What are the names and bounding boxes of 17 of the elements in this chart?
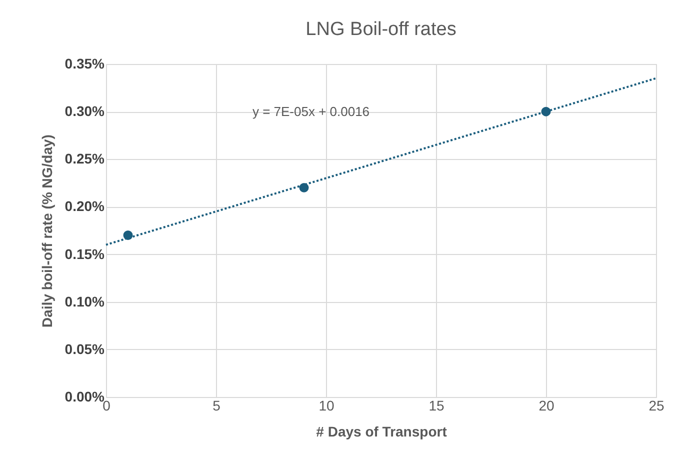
x-tick-label: 15 (428, 398, 444, 414)
y-tick-label: 0.15% (64, 246, 106, 262)
chart-title: LNG Boil-off rates (306, 19, 456, 40)
y-tick-label: 0.25% (64, 150, 106, 167)
y-axis-title: Daily boil-off rate (% NG/day) (38, 134, 55, 328)
x-tick-label: 10 (318, 398, 334, 414)
x-tick-label: 5 (212, 398, 221, 414)
y-tick-label: 0.10% (64, 293, 106, 310)
y-tick-label: 0.20% (64, 198, 106, 214)
y-tick-label: 0.35% (64, 56, 106, 72)
x-axis-title: # Days of Transport (316, 424, 448, 440)
annotation: y = 7E-05x + 0.0016 (252, 104, 370, 119)
x-tick-label: 0 (102, 398, 111, 414)
x-tick-label: 20 (538, 398, 554, 414)
y-tick-label: 0.05% (64, 340, 106, 357)
x-tick-label: 25 (648, 398, 664, 414)
y-tick-label: 0.30% (64, 103, 106, 120)
